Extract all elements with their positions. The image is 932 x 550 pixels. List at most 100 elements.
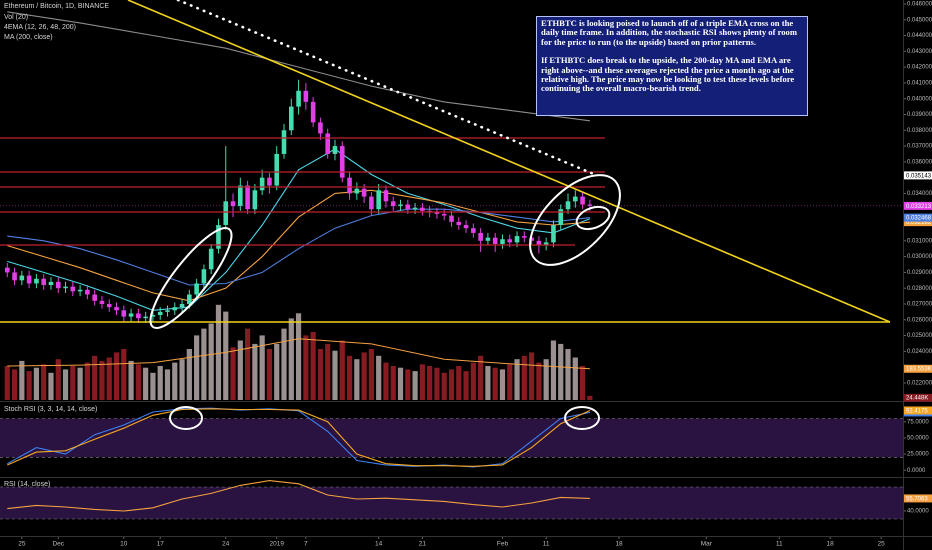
annotation-text: If ETHBTC does break to the upside, the … (541, 55, 795, 94)
volume-bar (332, 350, 338, 400)
volume-bar (529, 352, 535, 400)
candle-body (143, 316, 148, 319)
volume-bar (135, 364, 141, 400)
candle-body (434, 212, 440, 214)
candle-body (478, 232, 483, 241)
y-tick-label: 0.039000 (907, 112, 932, 118)
candle-body (339, 146, 345, 178)
volume-bar (128, 360, 134, 400)
volume-bar (587, 395, 593, 400)
candle-body (318, 122, 323, 134)
volume-bar (11, 369, 18, 400)
y-tick-label: 0.045000 (907, 17, 932, 23)
indicator-line (7, 148, 591, 311)
volume-bar (376, 355, 382, 400)
candle-body (70, 286, 76, 292)
volume-bar (259, 335, 265, 400)
candle-body (216, 225, 221, 249)
volume-bar (70, 366, 76, 400)
volume-bar (478, 355, 484, 400)
volume-bar (550, 340, 557, 400)
candle-body (572, 196, 578, 202)
value-badge (904, 201, 932, 210)
value-badge-label: 55.7063 (906, 496, 928, 502)
candle-body (412, 207, 418, 210)
volume-bar (456, 366, 462, 400)
volume-bar (412, 371, 418, 400)
highlight-ellipse (169, 406, 203, 430)
volume-bar (558, 343, 564, 400)
volume-bar (390, 366, 396, 400)
highlight-ellipse (564, 406, 600, 430)
volume-bar (310, 332, 316, 400)
volume-bar (383, 362, 389, 400)
candle-body (390, 201, 396, 207)
volume-bar (303, 335, 309, 400)
candle-body (92, 294, 97, 301)
volume-bar (215, 304, 222, 400)
volume-bar (463, 371, 469, 400)
candle-body (347, 177, 352, 194)
volume-bar (4, 366, 10, 400)
ma-legend: MA (200, close) (4, 34, 53, 41)
band (0, 487, 903, 519)
y-tick-label: 0.022000 (907, 381, 932, 387)
candle-body (354, 188, 360, 194)
y-tick-label: 75.0000 (907, 419, 929, 425)
candle-body (63, 286, 68, 289)
volume-bar (514, 359, 520, 400)
volume-bar (485, 366, 491, 400)
ema-legend: 4EMA (12, 26, 48, 200) (4, 24, 76, 31)
y-tick-label: 0.040000 (907, 96, 932, 102)
volume-bar (179, 359, 185, 400)
symbol-legend: Ethereum / Bitcoin, 1D, BINANCE (4, 3, 109, 10)
volume-bar (448, 369, 455, 400)
y-tick-label: 0.044000 (907, 33, 932, 39)
candle-body (172, 307, 178, 311)
volume-bar (186, 349, 192, 400)
candle-body (99, 300, 105, 304)
candle-body (361, 188, 367, 197)
volume-bar (434, 367, 440, 400)
candle-body (55, 281, 61, 289)
candle-body (245, 185, 250, 210)
x-tick-label: 24 (222, 541, 230, 548)
y-tick-label: 0.030000 (907, 254, 932, 260)
volume-bar (499, 369, 506, 400)
candle-body (19, 275, 25, 281)
value-badge (904, 393, 932, 402)
volume-ma (7, 338, 590, 370)
volume-bar (405, 369, 411, 400)
volume-bar (543, 359, 549, 400)
y-tick-label: 0.026000 (907, 317, 932, 323)
volume-legend: Vol (20) (4, 14, 28, 21)
candle-body (26, 275, 32, 284)
candle-body (565, 201, 571, 210)
x-tick-label: 2019 (269, 541, 284, 548)
candle-body (165, 310, 170, 312)
volume-bar (77, 367, 83, 400)
volume-bar (150, 372, 156, 400)
indicator-line (7, 407, 591, 468)
volume-bar (164, 369, 171, 400)
volume-bar (441, 372, 447, 400)
candle-body (376, 190, 381, 210)
volume-bar (201, 328, 207, 400)
volume-bar (157, 366, 163, 400)
highlight-ellipse (149, 227, 233, 329)
y-tick-label: 0.029000 (907, 270, 932, 276)
candle-body (587, 204, 593, 206)
y-tick-label: 50.0000 (907, 435, 929, 441)
candle-body (507, 239, 513, 243)
value-badge (904, 213, 932, 222)
volume-bar (266, 349, 273, 400)
x-tick-label: Feb (497, 541, 509, 548)
stoch-legend: Stoch RSI (3, 3, 14, 14, close) (4, 406, 97, 413)
candle-body (303, 90, 309, 102)
x-tick-label: Dec (52, 541, 64, 548)
value-badge (904, 171, 932, 180)
candle-body (281, 130, 287, 154)
volume-bar (223, 311, 229, 400)
